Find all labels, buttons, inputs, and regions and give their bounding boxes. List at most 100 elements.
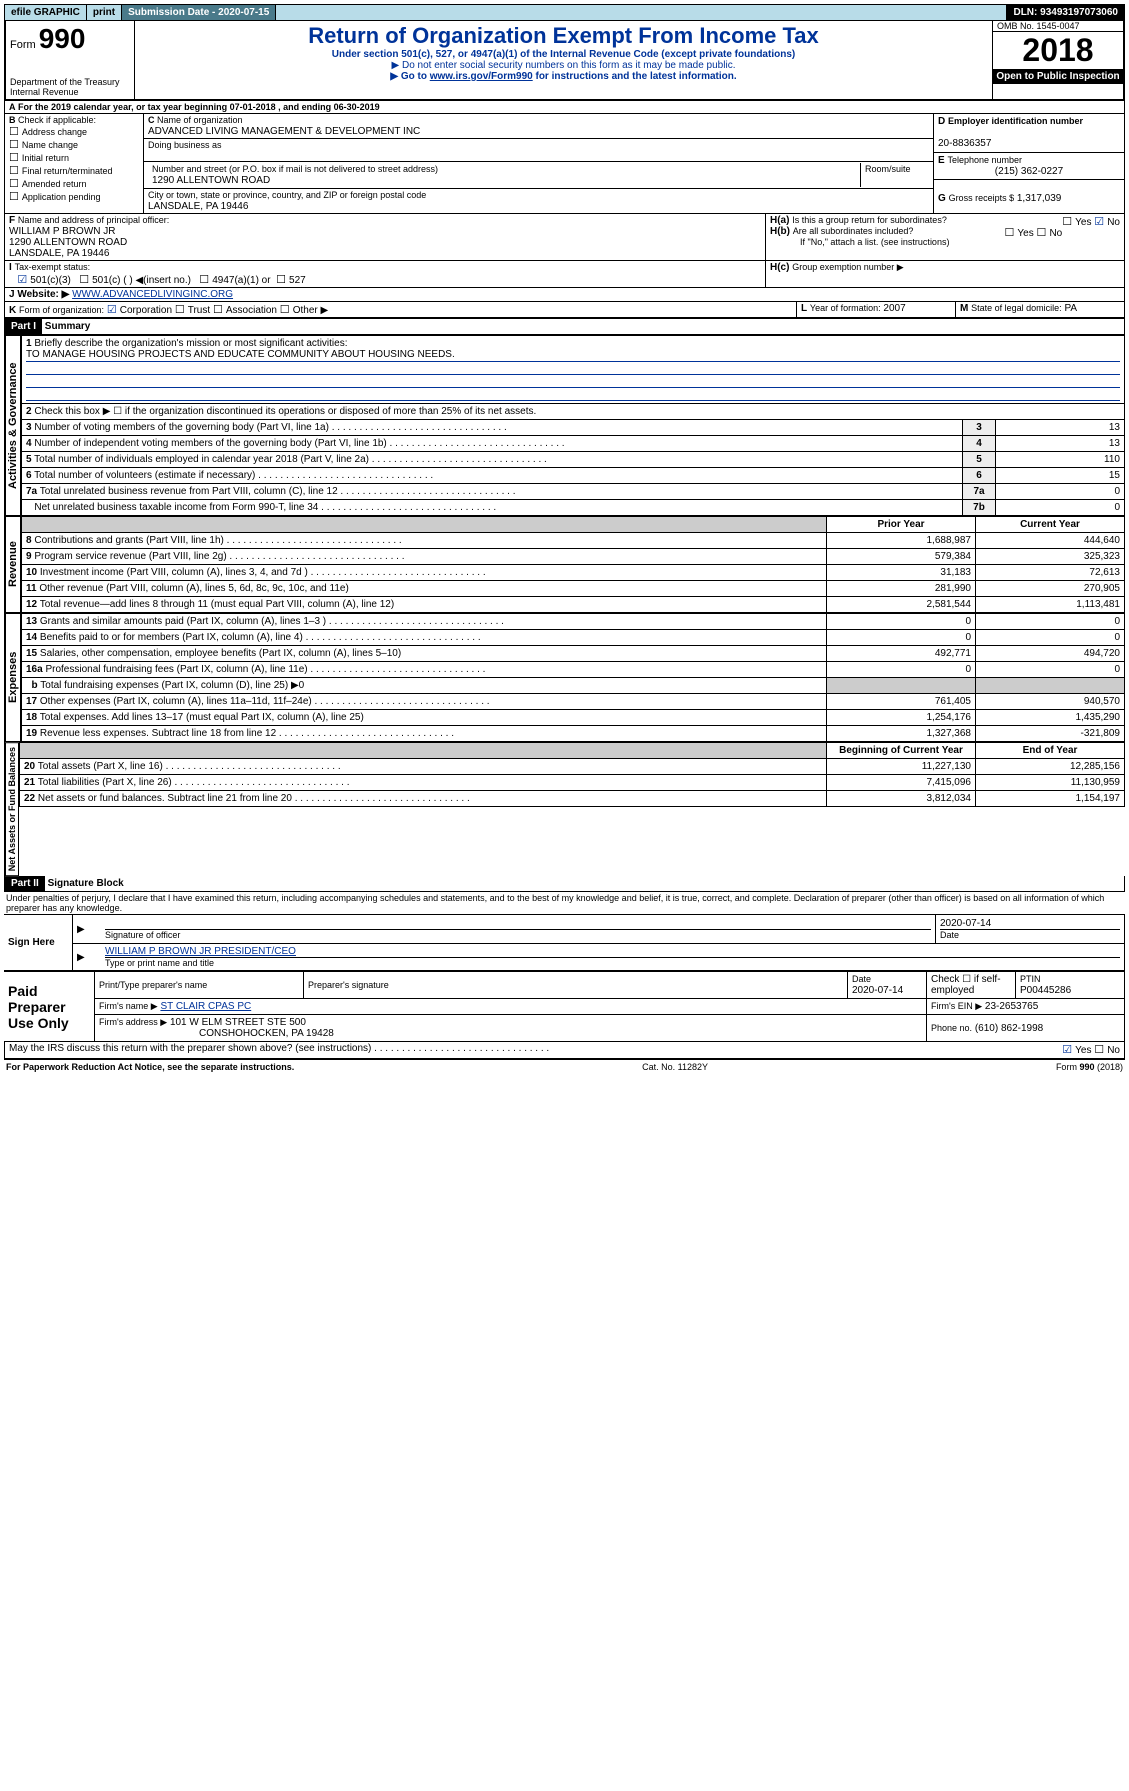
form-label: Form 990	[10, 23, 130, 55]
rev-12c: 1,113,481	[976, 597, 1125, 613]
hb-yes[interactable]: Yes	[1005, 228, 1034, 239]
rev-10c: 72,613	[976, 565, 1125, 581]
discuss-yes[interactable]: Yes	[1062, 1045, 1091, 1056]
line-a: A For the 2019 calendar year, or tax yea…	[4, 101, 1125, 114]
q1-ans: TO MANAGE HOUSING PROJECTS AND EDUCATE C…	[26, 349, 1120, 362]
exp-19c: -321,809	[976, 726, 1125, 742]
exp-13: Grants and similar amounts paid (Part IX…	[40, 616, 326, 627]
print-btn[interactable]: print	[87, 5, 122, 20]
k-corp[interactable]: Corporation	[107, 305, 172, 316]
prep-date-lbl: Date	[852, 974, 871, 984]
discuss-no[interactable]: No	[1094, 1045, 1120, 1056]
exp-18p: 1,254,176	[827, 710, 976, 726]
vlabel-rev: Revenue	[5, 516, 21, 613]
tel-lbl: Telephone number	[947, 155, 1022, 165]
i-527[interactable]: 527	[276, 275, 306, 286]
b-label: Check if applicable:	[18, 115, 96, 125]
efile-btn[interactable]: efile GRAPHIC	[5, 5, 87, 20]
ein-val: 20-8836357	[938, 138, 991, 149]
exp-19: Revenue less expenses. Subtract line 18 …	[40, 728, 276, 739]
chk-amended[interactable]: Amended return	[9, 179, 86, 189]
gross-lbl: Gross receipts $	[949, 193, 1015, 203]
prep-date: 2020-07-14	[852, 985, 903, 996]
net-h2: End of Year	[976, 743, 1125, 759]
j-lbl: Website: ▶	[17, 289, 69, 300]
rev-8: Contributions and grants (Part VIII, lin…	[34, 535, 224, 546]
paid-title: Paid Preparer Use Only	[4, 972, 95, 1042]
rev-8c: 444,640	[976, 533, 1125, 549]
dln: DLN: 93493197073060	[1007, 5, 1124, 20]
rev-11p: 281,990	[827, 581, 976, 597]
net-20p: 11,227,130	[827, 759, 976, 775]
faddr2: CONSHOHOCKEN, PA 19428	[99, 1028, 334, 1039]
self-emp-chk[interactable]: Check ☐ if self-employed	[927, 972, 1016, 999]
officer-name-lbl: Type or print name and title	[105, 957, 1120, 968]
exp-16b: Total fundraising expenses (Part IX, col…	[40, 680, 304, 691]
f-lbl: Name and address of principal officer:	[18, 215, 169, 225]
firm-lbl: Firm's name ▶	[99, 1001, 158, 1011]
officer-sign-name[interactable]: WILLIAM P BROWN JR PRESIDENT/CEO	[105, 946, 296, 957]
hb-note: If "No," attach a list. (see instruction…	[770, 237, 949, 247]
form-sub2: ▶ Do not enter social security numbers o…	[139, 60, 988, 71]
chk-final[interactable]: Final return/terminated	[9, 166, 112, 176]
k-lbl: Form of organization:	[19, 305, 104, 315]
exp-14c: 0	[976, 630, 1125, 646]
exp-16ap: 0	[827, 662, 976, 678]
gov-r4: Number of independent voting members of …	[34, 438, 386, 449]
dept: Department of the Treasury	[10, 77, 130, 87]
paid-preparer-block: Paid Preparer Use Only Print/Type prepar…	[4, 971, 1125, 1042]
gov-r5-v: 110	[996, 452, 1125, 468]
i-501c3[interactable]: 501(c)(3)	[17, 275, 71, 286]
hb-no[interactable]: No	[1037, 228, 1063, 239]
part1-bar: Part I Summary	[4, 319, 1125, 335]
k-other[interactable]: Other ▶	[280, 305, 328, 316]
exp-15p: 492,771	[827, 646, 976, 662]
sig-date-lbl: Date	[940, 929, 1120, 940]
net-21p: 7,415,096	[827, 775, 976, 791]
ha-no[interactable]: No	[1094, 217, 1120, 228]
officer-addr: 1290 ALLENTOWN ROAD	[9, 237, 127, 248]
k-assoc[interactable]: Association	[213, 305, 277, 316]
net-22c: 1,154,197	[976, 791, 1125, 807]
rev-10p: 31,183	[827, 565, 976, 581]
gov-r7a: Total unrelated business revenue from Pa…	[40, 486, 338, 497]
sign-block: Sign Here ▶ Signature of officer 2020-07…	[4, 914, 1125, 971]
part2-bar: Part II Signature Block	[4, 876, 1125, 892]
sig-date: 2020-07-14	[940, 918, 991, 929]
exp-14p: 0	[827, 630, 976, 646]
ha-yes[interactable]: Yes	[1062, 217, 1091, 228]
irs-link[interactable]: www.irs.gov/Form990	[430, 71, 533, 82]
vlabel-exp: Expenses	[5, 613, 21, 742]
i-501c[interactable]: 501(c) ( ) ◀(insert no.)	[79, 275, 191, 286]
form-sub3: ▶ Go to www.irs.gov/Form990 for instruct…	[139, 71, 988, 82]
chk-address[interactable]: Address change	[9, 127, 87, 137]
chk-initial[interactable]: Initial return	[9, 153, 69, 163]
gov-r3: Number of voting members of the governin…	[34, 422, 329, 433]
m-lbl: State of legal domicile:	[971, 303, 1062, 313]
rev-9: Program service revenue (Part VIII, line…	[34, 551, 226, 562]
sec-revenue: Revenue Prior YearCurrent Year 8 Contrib…	[4, 516, 1125, 613]
chk-name[interactable]: Name change	[9, 140, 78, 150]
k-trust[interactable]: Trust	[175, 305, 210, 316]
prep-sig-lbl: Preparer's signature	[308, 980, 389, 990]
i-lbl: Tax-exempt status:	[15, 262, 91, 272]
firm-name[interactable]: ST CLAIR CPAS PC	[160, 1001, 251, 1012]
l-val: 2007	[883, 303, 905, 314]
form-header: Form 990 Department of the Treasury Inte…	[4, 21, 1125, 101]
chk-pending[interactable]: Application pending	[9, 192, 100, 202]
form-title: Return of Organization Exempt From Incom…	[139, 23, 988, 49]
net-h1: Beginning of Current Year	[827, 743, 976, 759]
exp-16a: Professional fundraising fees (Part IX, …	[45, 664, 307, 675]
gov-r4-v: 13	[996, 436, 1125, 452]
hb-lbl: Are all subordinates included?	[793, 226, 914, 236]
exp-16ac: 0	[976, 662, 1125, 678]
exp-17c: 940,570	[976, 694, 1125, 710]
fphone-val: (610) 862-1998	[975, 1023, 1043, 1034]
sign-here-lbl: Sign Here	[4, 915, 73, 971]
website-link[interactable]: WWW.ADVANCEDLIVINGINC.ORG	[72, 289, 233, 300]
dba-lbl: Doing business as	[148, 140, 222, 150]
cat-no: Cat. No. 11282Y	[294, 1062, 1056, 1072]
gov-r7b: Net unrelated business taxable income fr…	[34, 502, 318, 513]
gov-r6-v: 15	[996, 468, 1125, 484]
i-4947[interactable]: 4947(a)(1) or	[199, 275, 270, 286]
